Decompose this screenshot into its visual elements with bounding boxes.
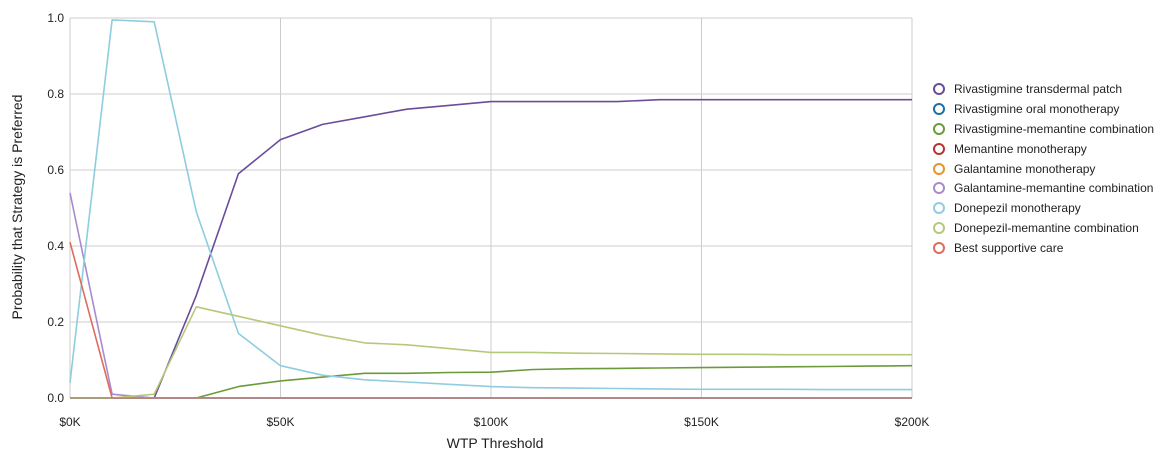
legend-item: Rivastigmine transdermal patch bbox=[933, 80, 1154, 98]
legend-marker-icon bbox=[933, 202, 945, 215]
legend-label: Galantamine-memantine combination bbox=[954, 181, 1154, 196]
y-axis-title: Probability that Strategy is Preferred bbox=[9, 95, 25, 320]
legend-label: Memantine monotherapy bbox=[954, 141, 1087, 156]
legend-marker-icon bbox=[933, 182, 945, 195]
legend-label: Rivastigmine transdermal patch bbox=[954, 82, 1123, 96]
x-tick-label: $50K bbox=[266, 415, 294, 429]
legend-label: Donepezil-memantine combination bbox=[954, 221, 1139, 236]
legend-item: Rivastigmine oral monotherapy bbox=[933, 100, 1154, 118]
y-tick-label: 0.8 bbox=[47, 87, 64, 101]
legend-item: Best supportive care bbox=[933, 239, 1154, 257]
y-tick-label: 1.0 bbox=[47, 11, 64, 25]
legend-item: Galantamine monotherapy bbox=[933, 160, 1154, 178]
x-tick-label: $200K bbox=[895, 415, 930, 429]
grid-lines bbox=[69, 17, 913, 399]
tick-labels: 0.0 0.2 0.4 0.6 0.8 1.0 $0K $50K $100K $150K $200K bbox=[47, 11, 929, 429]
series-line-donepezil-memantine-combination bbox=[70, 305, 912, 399]
legend-label: Rivastigmine oral monotherapy bbox=[954, 101, 1120, 116]
legend-marker-icon bbox=[933, 222, 945, 235]
legend-marker-icon bbox=[933, 102, 945, 115]
series-line-donepezil-monotherapy bbox=[69, 19, 912, 391]
legend-label: Best supportive care bbox=[954, 241, 1064, 256]
legend-marker-icon bbox=[933, 122, 945, 135]
x-tick-label: $150K bbox=[684, 415, 719, 429]
y-tick-label: 0.0 bbox=[47, 391, 64, 405]
legend-label: Rivastigmine-memantine combination bbox=[954, 121, 1155, 136]
legend-item: Donepezil-memantine combination bbox=[933, 219, 1154, 237]
legend-item: Rivastigmine-memantine combination bbox=[933, 120, 1154, 138]
x-tick-label: $0K bbox=[59, 415, 80, 429]
legend-label: Donepezil monotherapy bbox=[954, 201, 1081, 216]
legend: Rivastigmine transdermal patch Rivastigmi… bbox=[933, 80, 1154, 259]
legend-marker-icon bbox=[933, 242, 945, 255]
y-tick-label: 0.4 bbox=[47, 239, 64, 253]
y-tick-label: 0.6 bbox=[47, 163, 64, 177]
legend-item: Memantine monotherapy bbox=[933, 140, 1154, 158]
legend-item: Galantamine-memantine combination bbox=[933, 179, 1154, 197]
x-axis-title: WTP Threshold bbox=[447, 435, 544, 451]
x-tick-label: $100K bbox=[474, 415, 509, 429]
legend-item: Donepezil monotherapy bbox=[933, 199, 1154, 217]
legend-marker-icon bbox=[933, 142, 945, 155]
series-line-rivastigmine-memantine-combination bbox=[70, 364, 913, 399]
series-line-rivastigmine-transdermal-patch bbox=[70, 98, 912, 399]
y-tick-label: 0.2 bbox=[47, 315, 64, 329]
legend-label: Galantamine monotherapy bbox=[954, 161, 1096, 176]
legend-marker-icon bbox=[933, 83, 945, 95]
legend-marker-icon bbox=[933, 162, 945, 175]
